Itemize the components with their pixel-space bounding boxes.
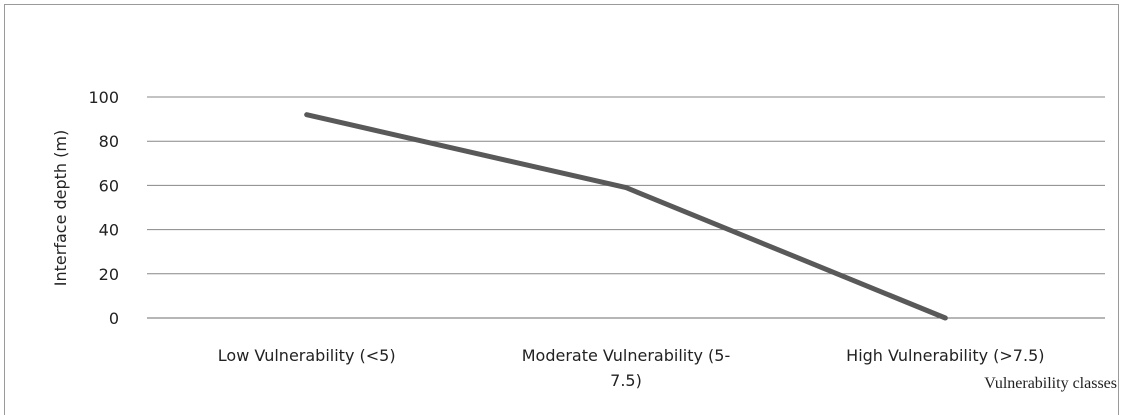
y-tick-label: 20 [99, 265, 119, 284]
series-lines [304, 112, 948, 321]
y-tick-label: 40 [99, 221, 119, 240]
x-axis-title: Vulnerability classes [984, 375, 1117, 392]
gridlines [147, 96, 1105, 319]
y-tick-labels: 0 20 40 60 80 100 [88, 88, 119, 328]
chart-frame [4, 4, 1119, 415]
y-tick-label: 100 [88, 88, 119, 107]
y-tick-label: 80 [99, 132, 119, 151]
series-line [304, 112, 948, 321]
x-tick-label: High Vulnerability (>7.5) [846, 346, 1044, 365]
y-tick-label: 0 [109, 309, 119, 328]
x-tick-label: Moderate Vulnerability (5-7.5) [522, 346, 731, 390]
x-tick-labels: Low Vulnerability (<5) Moderate Vulnerabi… [218, 346, 1045, 390]
y-axis-title: Interface depth (m) [51, 130, 70, 286]
x-tick-label: Low Vulnerability (<5) [218, 346, 396, 365]
y-tick-label: 60 [99, 176, 119, 195]
